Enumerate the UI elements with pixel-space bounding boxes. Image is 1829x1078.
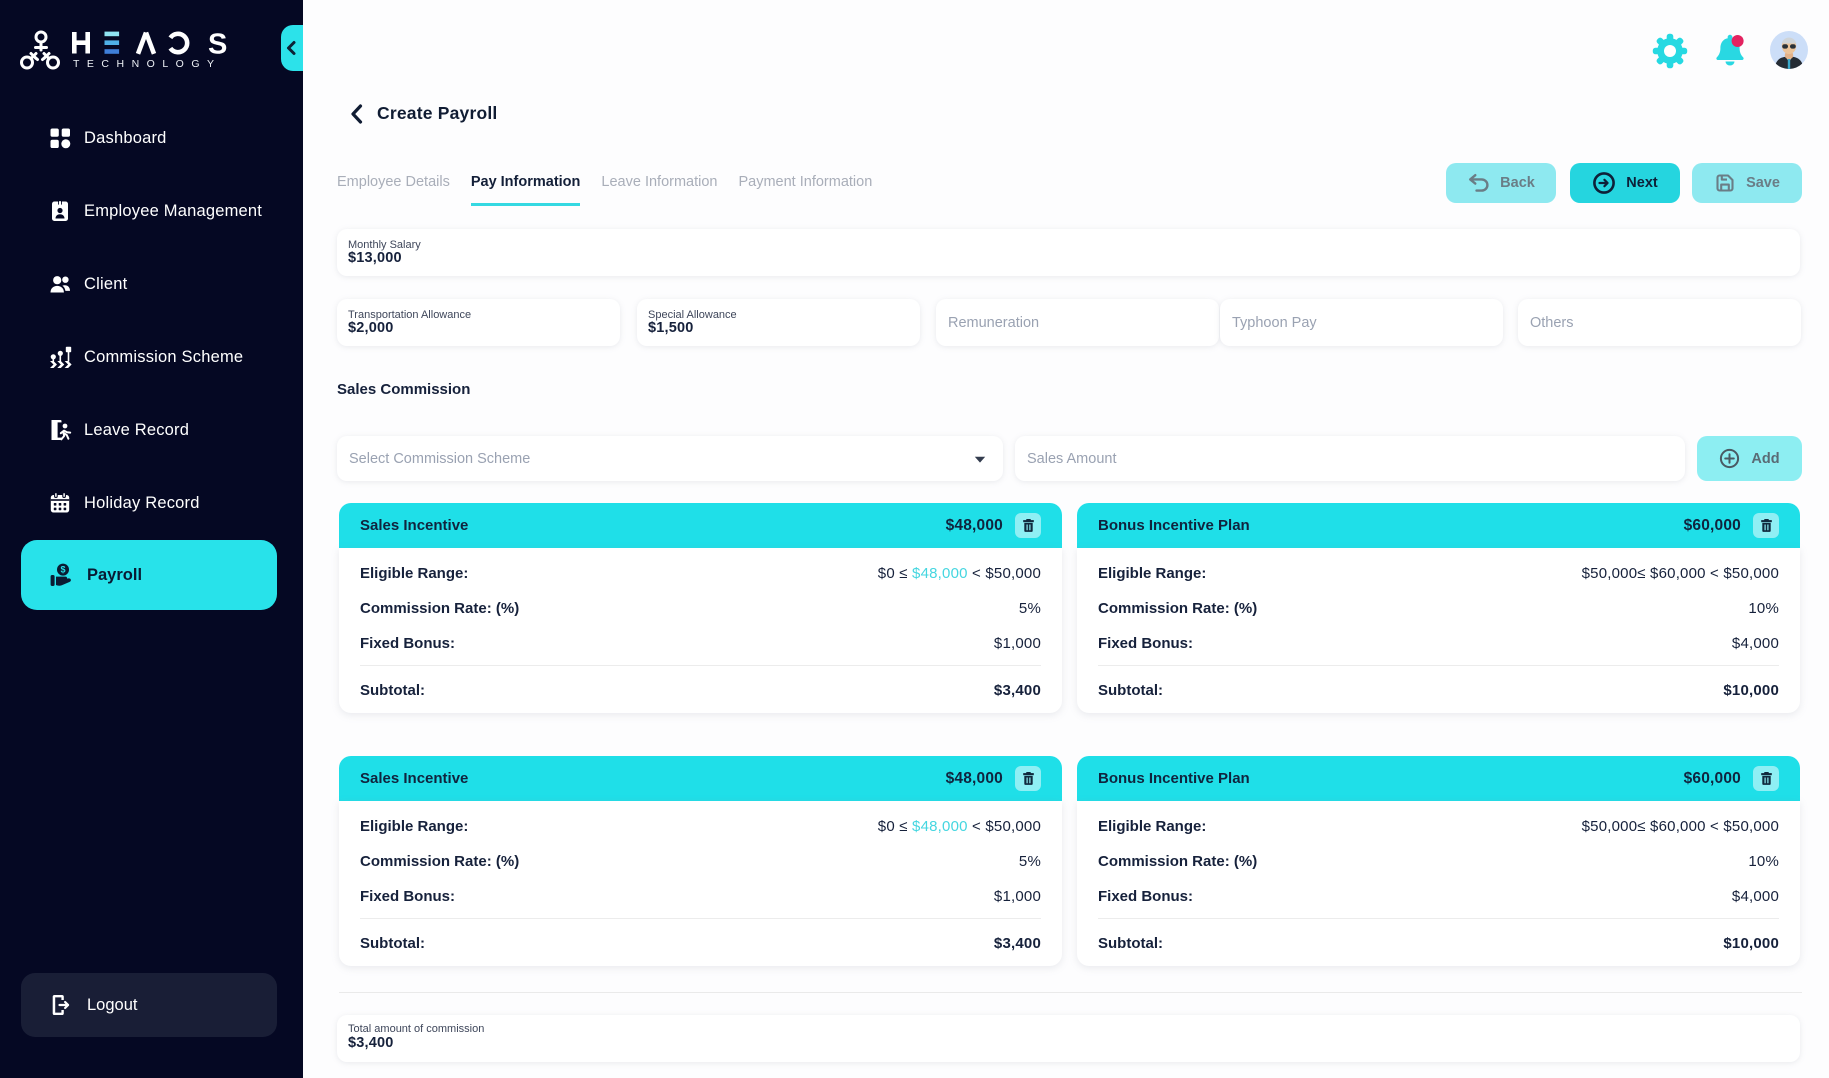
svg-text:$: $ bbox=[60, 564, 65, 574]
svg-text:S: S bbox=[208, 31, 227, 55]
